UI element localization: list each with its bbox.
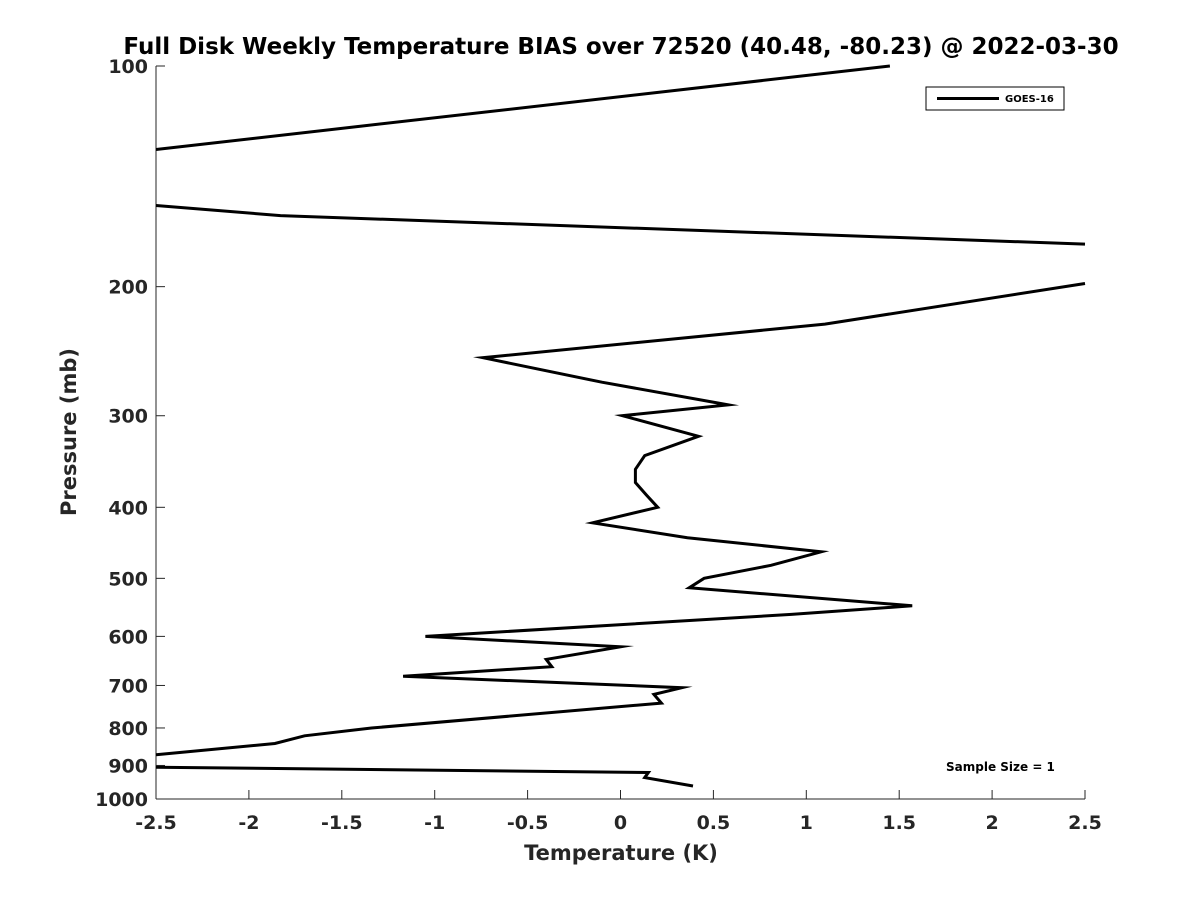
x-tick-label: -0.5 <box>507 812 549 834</box>
x-axis-label: Temperature (K) <box>524 841 718 865</box>
y-axis: 100 200 300 400 500 600 700 800 900 1000 <box>95 56 165 811</box>
x-tick-label: 1 <box>800 812 813 834</box>
series-line-goes-16 <box>155 64 891 151</box>
y-tick-label: 500 <box>108 568 148 590</box>
y-tick-label: 600 <box>108 626 148 648</box>
x-tick-label: -1 <box>424 812 445 834</box>
series-line-goes-16 <box>155 765 694 788</box>
x-tick-label: 1.5 <box>882 812 916 834</box>
x-tick-label: 2 <box>985 812 998 834</box>
x-tick-label: 2.5 <box>1068 812 1102 834</box>
y-tick-label: 100 <box>108 56 148 78</box>
plot-area: -2.5 -2 -1.5 -1 -0.5 0 0.5 1 1.5 2 2.5 100 200 300 40… <box>95 56 1102 834</box>
chart-title: Full Disk Weekly Temperature BIAS over 7… <box>123 34 1118 60</box>
series-line-goes-16 <box>155 282 1086 757</box>
legend-entry-goes-16: GOES-16 <box>1005 94 1054 105</box>
legend: GOES-16 <box>925 86 1065 111</box>
x-tick-label: -2.5 <box>135 812 177 834</box>
x-axis: -2.5 -2 -1.5 -1 -0.5 0 0.5 1 1.5 2 2.5 <box>135 790 1102 834</box>
y-tick-label: 300 <box>108 406 148 428</box>
y-axis-label: Pressure (mb) <box>57 348 81 516</box>
y-tick-label: 400 <box>108 497 148 519</box>
series-line-goes-16 <box>155 204 1086 246</box>
x-tick-label: 0.5 <box>697 812 731 834</box>
y-tick-label: 900 <box>108 755 148 777</box>
y-tick-label: 200 <box>108 277 148 299</box>
x-tick-label: -2 <box>238 812 259 834</box>
series-layer <box>155 64 1086 788</box>
y-tick-label: 800 <box>108 718 148 740</box>
x-tick-label: -1.5 <box>321 812 363 834</box>
x-tick-label: 0 <box>614 812 627 834</box>
sample-size-annotation: Sample Size = 1 <box>946 760 1055 774</box>
y-tick-label: 700 <box>108 675 148 697</box>
y-tick-label: 1000 <box>95 789 148 811</box>
